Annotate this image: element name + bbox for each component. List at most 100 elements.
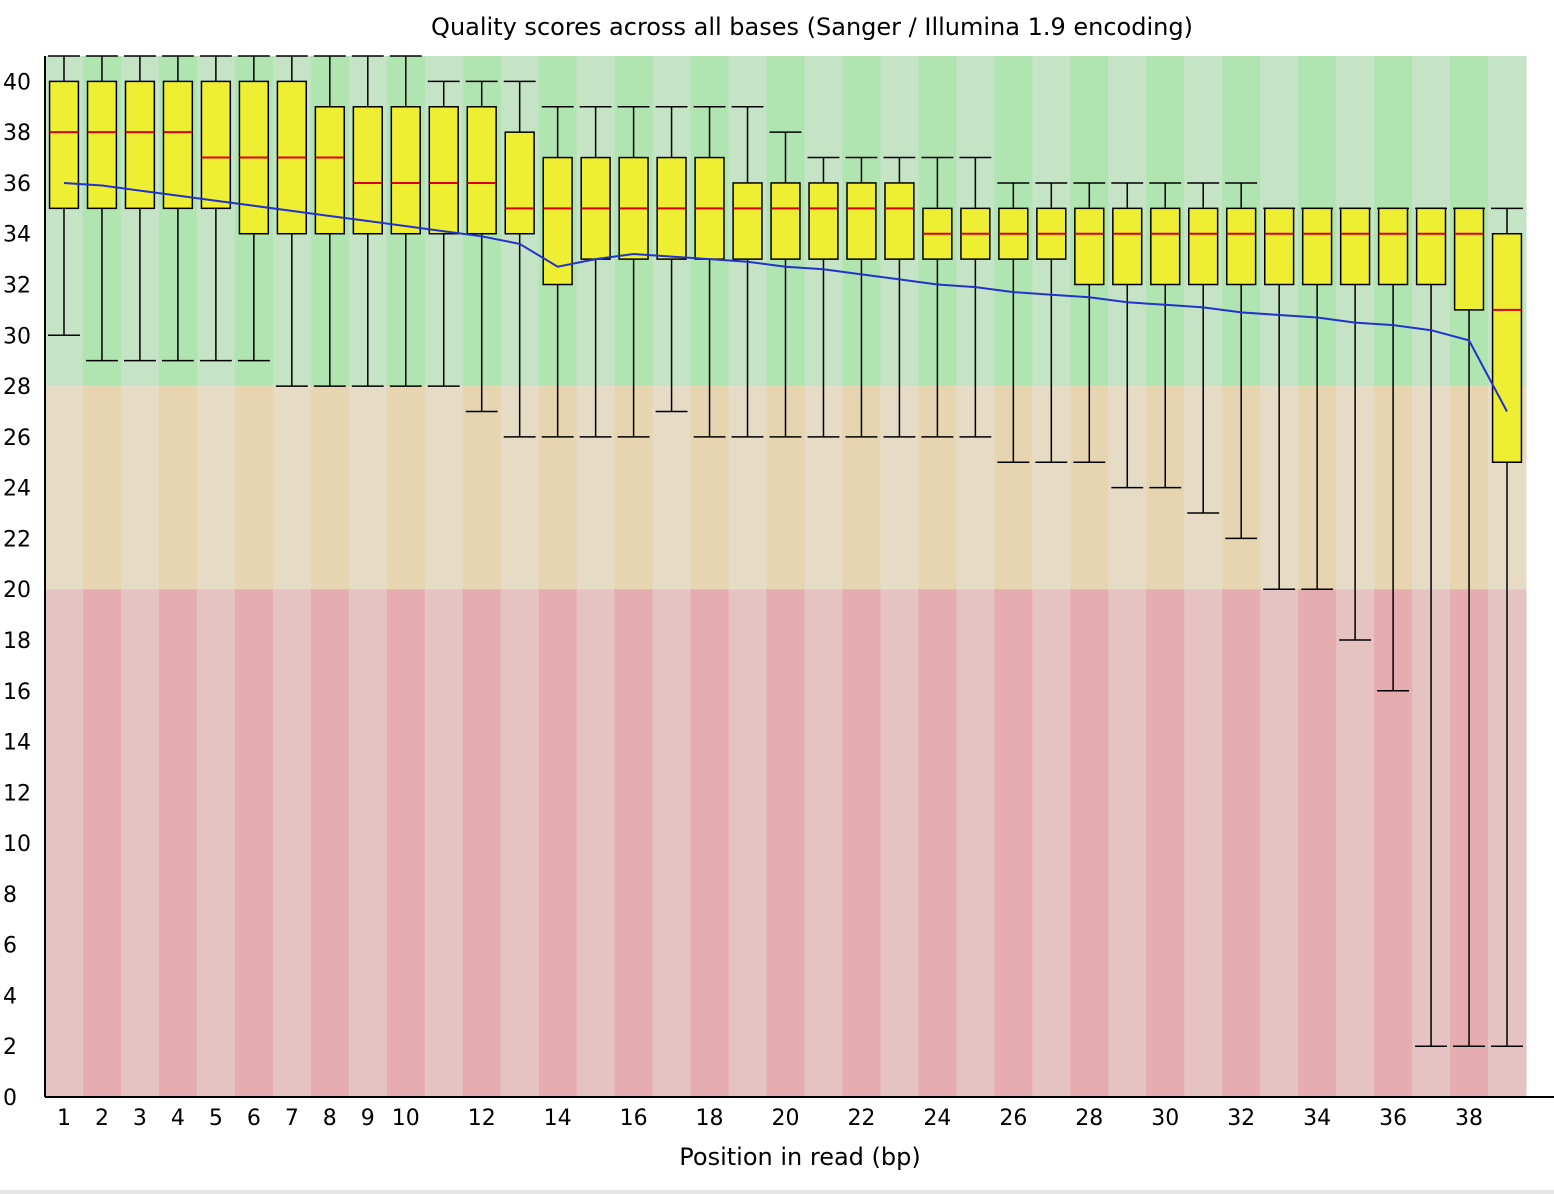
iqr-box: [1339, 207, 1371, 286]
iqr-box: [352, 106, 383, 235]
x-tick-label: 12: [468, 1106, 496, 1131]
zone-poor-stripe: [1108, 589, 1147, 1097]
zone-poor-stripe: [462, 589, 502, 1097]
iqr-box: [1415, 207, 1447, 286]
zone-reasonable-stripe: [45, 386, 84, 590]
x-tick-label: 16: [620, 1106, 648, 1131]
iqr-box: [466, 106, 497, 235]
y-tick-label: 0: [3, 1086, 17, 1111]
y-tick-label: 32: [3, 274, 31, 299]
iqr-box: [1074, 207, 1105, 286]
y-tick-label: 34: [3, 223, 31, 248]
zone-poor-stripe: [120, 589, 160, 1097]
zone-reasonable-stripe: [120, 386, 160, 590]
zone-poor-stripe: [158, 589, 198, 1097]
zone-poor-stripe: [272, 589, 312, 1097]
y-tick-label: 10: [3, 832, 31, 857]
iqr-box: [86, 80, 118, 210]
x-tick-label: 20: [772, 1106, 800, 1131]
y-tick-label: 24: [3, 477, 31, 502]
y-tick-label: 38: [3, 121, 31, 146]
y-tick-label: 16: [3, 680, 31, 705]
zone-reasonable-stripe: [272, 386, 312, 590]
zone-reasonable-stripe: [82, 386, 122, 590]
zone-reasonable-stripe: [196, 386, 236, 590]
zone-poor-stripe: [1222, 589, 1261, 1097]
zone-poor-stripe: [196, 589, 236, 1097]
iqr-box: [808, 182, 839, 260]
zone-poor-stripe: [500, 589, 540, 1097]
x-tick-label: 5: [209, 1106, 223, 1131]
zone-poor-stripe: [234, 589, 274, 1097]
zone-reasonable-stripe: [652, 386, 692, 590]
x-tick-label: 10: [392, 1106, 420, 1131]
iqr-box: [732, 182, 763, 260]
iqr-box: [1263, 207, 1295, 286]
bottom-edge-strip: [0, 1190, 1554, 1194]
zone-poor-stripe: [956, 589, 995, 1097]
x-tick-label: 22: [847, 1106, 875, 1131]
zone-reasonable-stripe: [310, 386, 350, 590]
zone-poor-stripe: [45, 589, 84, 1097]
iqr-box: [1112, 207, 1143, 286]
zone-poor-stripe: [1298, 589, 1337, 1097]
zone-poor-stripe: [880, 589, 919, 1097]
zone-poor-stripe: [842, 589, 881, 1097]
iqr-box: [200, 80, 232, 210]
iqr-box: [542, 156, 573, 286]
axes-layer: [44, 56, 1554, 1098]
x-tick-label: 38: [1455, 1106, 1483, 1131]
iqr-box: [1377, 207, 1409, 286]
zone-poor-stripe: [1260, 589, 1299, 1097]
y-tick-label: 14: [3, 731, 31, 756]
zone-poor-stripe: [690, 589, 730, 1097]
x-tick-label: 8: [323, 1106, 337, 1131]
iqr-box: [1301, 207, 1333, 286]
iqr-box: [1150, 207, 1181, 286]
y-tick-label: 2: [3, 1035, 17, 1060]
zone-poor-stripe: [1032, 589, 1071, 1097]
zone-poor-stripe: [728, 589, 768, 1097]
zone-poor-stripe: [310, 589, 350, 1097]
medians-layer: [49, 131, 1522, 311]
iqr-box: [1491, 232, 1523, 463]
chart-title: Quality scores across all bases (Sanger …: [431, 13, 1193, 41]
zone-poor-stripe: [386, 589, 426, 1097]
y-tick-label: 30: [3, 324, 31, 349]
x-tick-label: 26: [999, 1106, 1027, 1131]
x-tick-label: 36: [1379, 1106, 1407, 1131]
iqr-box: [162, 80, 194, 210]
x-axis-ticks: 1 2 3 4 5 6 7 8 9 10 12 14 16 18 20 22 24 26 28 30 32 34 36 38: [57, 1106, 1483, 1131]
x-tick-label: 7: [285, 1106, 299, 1131]
iqr-box: [846, 182, 877, 260]
y-tick-label: 8: [3, 883, 17, 908]
zone-poor-stripe: [576, 589, 616, 1097]
iqr-box: [314, 106, 345, 235]
zone-reasonable-stripe: [462, 386, 502, 590]
zone-reasonable-stripe: [386, 386, 426, 590]
x-axis-label: Position in read (bp): [679, 1143, 920, 1171]
zone-reasonable-stripe: [348, 386, 388, 590]
y-tick-label: 20: [3, 578, 31, 603]
mean-quality-line: [63, 182, 1508, 412]
x-tick-label: 3: [133, 1106, 147, 1131]
iqr-box: [1453, 207, 1485, 311]
x-tick-label: 2: [95, 1106, 109, 1131]
zone-poor-stripe: [766, 589, 805, 1097]
iqr-box: [770, 182, 801, 260]
zone-reasonable-stripe: [234, 386, 274, 590]
zone-poor-stripe: [1070, 589, 1109, 1097]
y-tick-label: 12: [3, 781, 31, 806]
y-tick-label: 28: [3, 375, 31, 400]
iqr-box: [884, 182, 915, 260]
zone-poor-stripe: [1336, 589, 1375, 1097]
zone-poor-stripe: [348, 589, 388, 1097]
iqr-box: [48, 80, 80, 210]
iqr-box: [1226, 207, 1257, 286]
x-tick-label: 6: [247, 1106, 261, 1131]
x-tick-label: 4: [171, 1106, 185, 1131]
iqr-box: [504, 131, 535, 235]
x-tick-label: 18: [696, 1106, 724, 1131]
